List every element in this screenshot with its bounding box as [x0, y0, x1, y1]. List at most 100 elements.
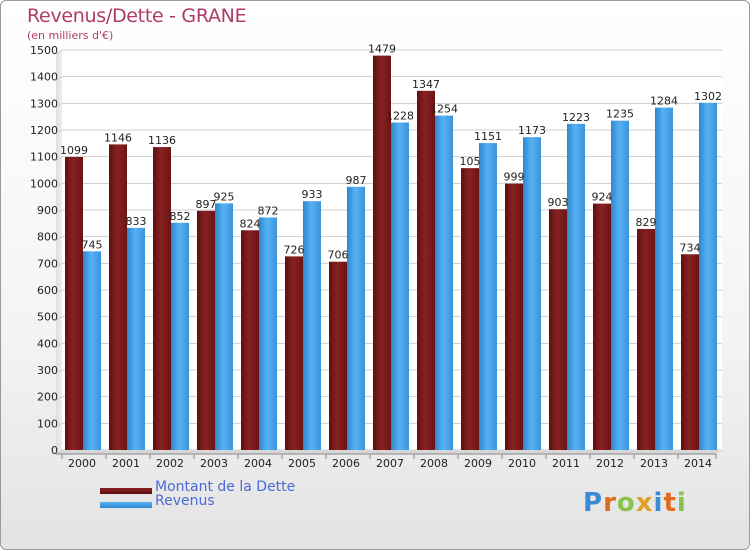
data-label-dette: 1099 [60, 144, 88, 157]
data-label-dette: 1479 [368, 43, 396, 56]
y-tick-label: 900 [37, 204, 58, 217]
bar-dette [505, 183, 523, 450]
bar-revenus [655, 107, 673, 450]
bar-revenus [391, 122, 409, 451]
bar-dette [197, 210, 215, 450]
data-label-revenus: 1284 [650, 95, 678, 108]
logo-letter: i [676, 488, 687, 518]
data-label-revenus: 833 [126, 215, 147, 228]
data-label-revenus: 1228 [386, 110, 414, 123]
gridline-depth [55, 342, 63, 348]
bar-dette [637, 228, 655, 450]
data-label-dette: 897 [196, 198, 217, 211]
y-tick-label: 500 [37, 311, 58, 324]
x-tick-label: 2000 [68, 457, 96, 470]
gridline-depth [55, 102, 63, 108]
x-tick-label: 2013 [640, 457, 668, 470]
bars-layer [65, 55, 717, 451]
y-tick-label: 200 [37, 391, 58, 404]
y-tick-label: 1300 [30, 97, 58, 110]
x-tick-label: 2010 [508, 457, 536, 470]
bar-dette [417, 90, 435, 451]
data-label-revenus: 1254 [430, 103, 458, 116]
logo-letter: P [583, 488, 604, 518]
gridline-depth [55, 129, 63, 135]
y-axis-ticks: 0 100 200 300 400 500 600 700 800 900 1000 1100 1200… [30, 44, 58, 457]
data-label-dette: 829 [636, 216, 657, 229]
data-label-dette: 706 [328, 249, 349, 262]
bar-revenus [523, 137, 541, 450]
gridline-depth [55, 49, 63, 55]
bar-dette [153, 147, 171, 451]
x-tick-label: 2007 [376, 457, 404, 470]
data-label-revenus: 1151 [474, 130, 502, 143]
y-tick-label: 1200 [30, 124, 58, 137]
bar-dette [329, 261, 347, 450]
bar-dette [549, 209, 567, 450]
legend-label-revenus: Revenus [155, 493, 215, 509]
bar-dette [109, 144, 127, 450]
bar-revenus [347, 186, 365, 451]
bar-dette [241, 230, 259, 450]
gridline-depth [55, 182, 63, 188]
x-axis-ticks: 2000 2001 2002 2003 2004 2005 2006 2007 2008 2009… [56, 453, 717, 470]
data-label-revenus: 925 [214, 190, 235, 203]
chart-title: Revenus/Dette - GRANE [27, 5, 247, 27]
data-label-dette: 999 [504, 171, 525, 184]
bar-dette [461, 168, 479, 450]
x-tick-label: 2001 [112, 457, 140, 470]
data-label-dette: 1347 [412, 78, 440, 91]
data-label-dette: 734 [680, 241, 701, 254]
logo-letter: i [653, 488, 664, 518]
x-tick-label: 2003 [200, 457, 228, 470]
y-tick-label: 600 [37, 284, 58, 297]
bar-revenus [435, 115, 453, 450]
gridline-depth [55, 396, 63, 402]
y-tick-label: 100 [37, 417, 58, 430]
bar-revenus [479, 143, 497, 451]
bar-revenus [259, 217, 277, 450]
data-label-revenus: 1173 [518, 124, 546, 137]
chart-subtitle: (en milliers d'€) [27, 29, 114, 42]
x-tick-label: 2006 [332, 457, 360, 470]
gridline-depth [55, 369, 63, 375]
bar-dette [373, 55, 391, 450]
y-tick-label: 800 [37, 231, 58, 244]
data-label-revenus: 745 [82, 238, 103, 251]
data-label-revenus: 872 [258, 204, 279, 217]
bar-dette [65, 156, 83, 450]
gridline-depth [55, 316, 63, 322]
x-tick-label: 2004 [244, 457, 272, 470]
logo-letter: o [616, 488, 636, 518]
gridline-depth [55, 76, 63, 82]
bar-dette [593, 203, 611, 450]
y-tick-label: 1100 [30, 151, 58, 164]
bar-revenus [611, 120, 629, 451]
data-label-dette: 824 [240, 217, 261, 230]
plot-depth-wall [56, 50, 62, 454]
x-tick-label: 2014 [684, 457, 712, 470]
gridline-depth [55, 289, 63, 295]
data-label-revenus: 1223 [562, 111, 590, 124]
logo-letter: x [635, 488, 654, 518]
gridline-depth [55, 422, 63, 428]
proxiti-logo: Proxiti [583, 488, 687, 518]
logo-letter: r [603, 488, 617, 518]
legend-swatch-revenus [100, 502, 152, 508]
y-tick-label: 400 [37, 337, 58, 350]
plot-floor [56, 450, 722, 454]
legend-swatch-dette [100, 488, 152, 494]
x-tick-label: 2002 [156, 457, 184, 470]
data-label-dette: 1146 [104, 131, 132, 144]
y-tick-label: 0 [51, 444, 58, 457]
data-label-dette: 1136 [148, 134, 176, 147]
bar-dette [681, 254, 699, 450]
data-label-revenus: 852 [170, 210, 191, 223]
x-tick-label: 2005 [288, 457, 316, 470]
y-tick-label: 300 [37, 364, 58, 377]
bar-revenus [567, 123, 585, 450]
y-tick-label: 1000 [30, 177, 58, 190]
y-tick-label: 1500 [30, 44, 58, 57]
gridline-depth [55, 262, 63, 268]
